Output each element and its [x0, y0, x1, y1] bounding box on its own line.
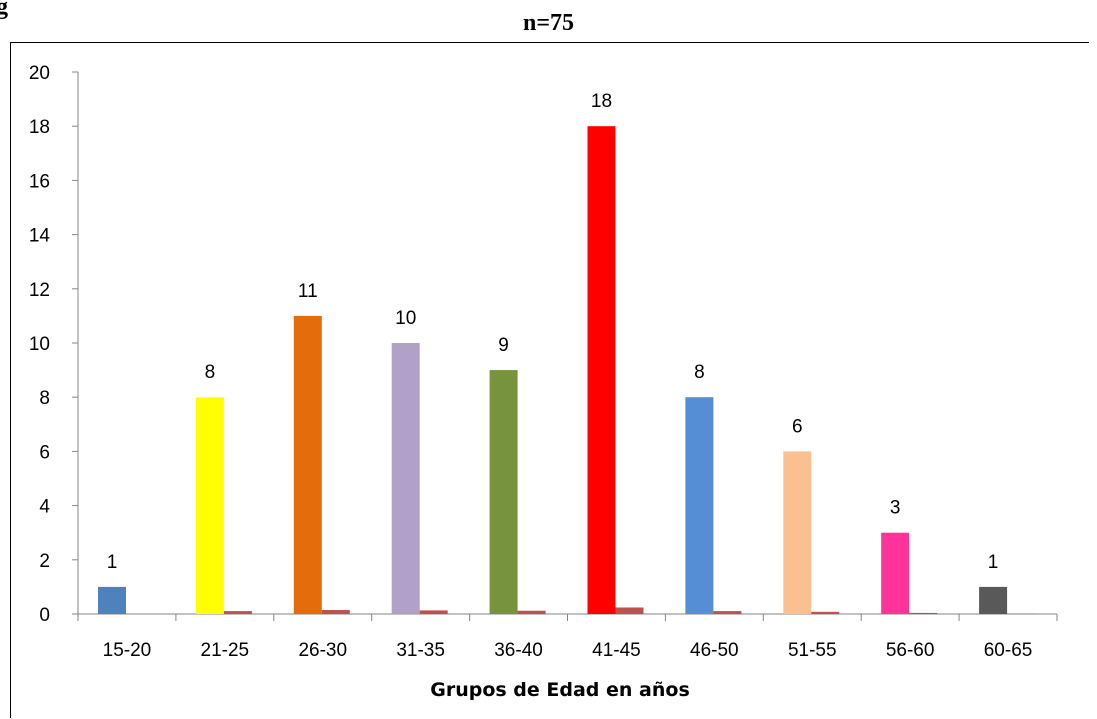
- chart-title: n=75: [522, 10, 575, 36]
- chart-bars: [98, 126, 1036, 614]
- x-tick-label: 36-40: [494, 640, 543, 661]
- data-label: 8: [694, 362, 705, 383]
- y-tick-label: 6: [39, 442, 50, 463]
- data-label: 1: [107, 552, 118, 573]
- secondary-bar: [419, 610, 448, 614]
- bar: [685, 397, 714, 614]
- secondary-bar: [517, 610, 546, 614]
- x-tick-label: 15-20: [103, 640, 152, 661]
- bar: [293, 315, 322, 614]
- data-label: 8: [205, 362, 216, 383]
- data-label: 1: [988, 552, 999, 573]
- data-label: 9: [498, 335, 509, 356]
- page-fragment-text: g: [0, 0, 8, 20]
- data-label: 6: [792, 416, 803, 437]
- y-tick-label: 4: [39, 497, 50, 518]
- x-tick-label: 46-50: [690, 640, 739, 661]
- bar: [881, 532, 910, 614]
- data-label: 11: [298, 281, 318, 302]
- bar: [587, 126, 616, 614]
- y-tick-label: 20: [29, 63, 50, 84]
- y-tick-label: 18: [29, 117, 50, 138]
- bar: [979, 586, 1008, 614]
- y-tick-label: 10: [29, 334, 50, 355]
- secondary-bar: [615, 607, 644, 614]
- x-tick-label: 41-45: [592, 640, 641, 661]
- y-tick-label: 12: [29, 280, 50, 301]
- x-tick-label: 21-25: [201, 640, 250, 661]
- data-label: 3: [890, 498, 901, 519]
- secondary-bar: [713, 611, 742, 614]
- x-tick-label: 26-30: [298, 640, 347, 661]
- x-tick-label: 31-35: [396, 640, 445, 661]
- secondary-bar: [909, 612, 938, 614]
- bar: [98, 586, 126, 614]
- bar: [489, 370, 518, 614]
- bar: [391, 343, 420, 614]
- secondary-bar: [321, 610, 350, 614]
- secondary-bar: [223, 611, 252, 614]
- x-axis-label: Grupos de Edad en años: [430, 679, 690, 701]
- bar: [783, 451, 812, 614]
- y-tick-label: 2: [39, 551, 50, 572]
- chart-labels: 02468101214161820115-20821-251126-301031…: [29, 63, 1032, 661]
- y-tick-label: 16: [29, 171, 50, 192]
- secondary-bar: [811, 611, 840, 614]
- chart-frame: [10, 42, 1089, 718]
- bar: [195, 397, 224, 614]
- y-tick-label: 8: [39, 388, 50, 409]
- y-tick-label: 14: [29, 226, 51, 247]
- data-label: 18: [591, 91, 612, 112]
- x-tick-label: 56-60: [886, 640, 935, 661]
- x-tick-label: 51-55: [788, 640, 837, 661]
- x-tick-label: 60-65: [984, 640, 1033, 661]
- y-tick-label: 0: [39, 605, 50, 626]
- data-label: 10: [395, 308, 416, 329]
